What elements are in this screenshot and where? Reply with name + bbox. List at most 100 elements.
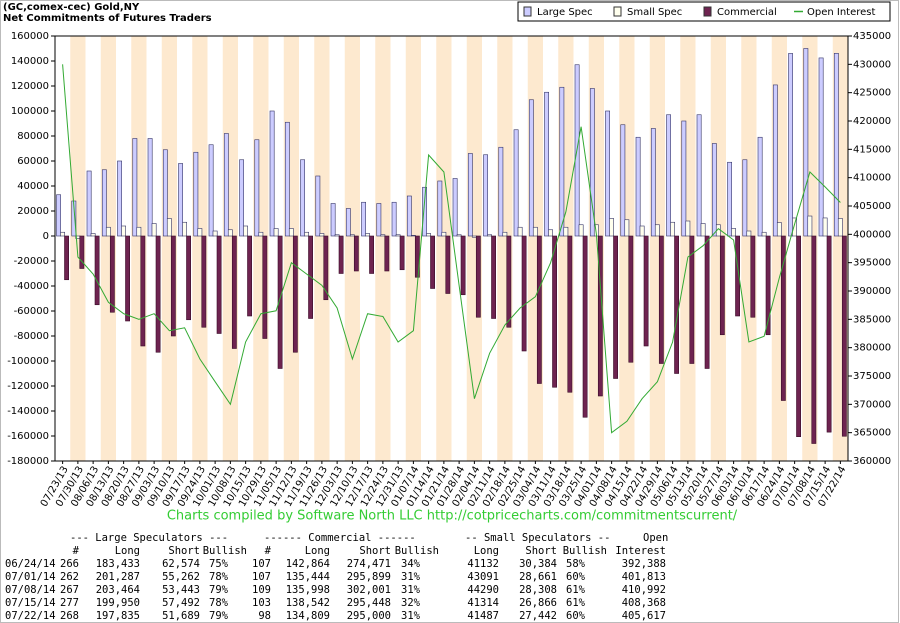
y-tick-label: -140000 xyxy=(7,406,49,417)
bar xyxy=(178,163,183,237)
table-cell: 109 xyxy=(252,584,271,596)
table-cell: 34% xyxy=(401,558,421,570)
y2-tick-label: 360000 xyxy=(853,456,891,467)
bar xyxy=(406,195,412,237)
bar xyxy=(323,235,329,301)
table-cell: 183,433 xyxy=(96,558,140,570)
y2-tick-label: 385000 xyxy=(853,314,891,325)
bar xyxy=(776,222,782,237)
bar xyxy=(487,234,492,237)
y-tick-label: 100000 xyxy=(11,106,49,117)
bar xyxy=(681,120,687,237)
bar xyxy=(300,159,305,237)
bar xyxy=(666,114,671,237)
bar xyxy=(109,235,115,313)
bar xyxy=(162,149,168,237)
y-tick-label: -120000 xyxy=(7,381,49,392)
table-cell: 31% xyxy=(401,584,421,596)
chart-subtitle: Net Commitments of Futures Traders xyxy=(3,13,212,24)
y2-tick-label: 380000 xyxy=(853,343,891,354)
bar xyxy=(765,235,771,336)
y2-tick-label: 420000 xyxy=(853,116,891,127)
bar xyxy=(711,143,717,237)
legend-marker xyxy=(703,6,712,17)
table-cell: 26,866 xyxy=(519,597,557,609)
bar xyxy=(796,235,801,437)
y2-tick-label: 425000 xyxy=(853,88,891,99)
y-tick-label: 40000 xyxy=(17,181,49,192)
y2-tick-label: 375000 xyxy=(853,371,891,382)
legend-label: Open Interest xyxy=(807,7,876,18)
table-cell: 62,574 xyxy=(162,558,200,570)
bar xyxy=(597,235,603,397)
bar xyxy=(742,159,748,237)
plot-border xyxy=(54,35,849,462)
table-cell: 07/22/14 xyxy=(5,610,56,622)
table-cell: 41314 xyxy=(467,597,499,609)
bar xyxy=(635,136,641,237)
table-cell: 295,899 xyxy=(347,571,391,583)
table-cell: 266 xyxy=(60,558,79,570)
band-shade xyxy=(405,36,421,461)
table-cell: 262 xyxy=(60,571,79,583)
bar xyxy=(170,235,176,337)
bar xyxy=(639,225,645,237)
legend-label: Commercial xyxy=(717,7,777,18)
y2-tick-label: 415000 xyxy=(853,144,891,155)
y2-tick-label: 365000 xyxy=(853,428,891,439)
bar xyxy=(292,235,298,353)
y2-tick-label: 405000 xyxy=(853,201,891,212)
band-shade xyxy=(100,36,116,461)
table-cell: 61% xyxy=(566,584,586,596)
bar xyxy=(208,144,214,237)
bar xyxy=(243,225,248,237)
bar xyxy=(147,138,153,237)
line-series xyxy=(62,64,841,434)
y-tick-label: 60000 xyxy=(17,156,49,167)
table-cell: 134,809 xyxy=(286,610,330,622)
bar xyxy=(563,226,569,237)
table-cell: 55,262 xyxy=(162,571,200,583)
bar xyxy=(117,160,122,237)
y-tick-label: -60000 xyxy=(14,306,49,317)
bar xyxy=(56,194,61,237)
bar xyxy=(643,235,649,347)
bar xyxy=(731,228,736,237)
table-cell: 53,443 xyxy=(162,584,200,596)
band-shade xyxy=(710,36,726,461)
group-header: Open xyxy=(643,532,668,544)
bar xyxy=(334,234,340,237)
bar xyxy=(456,234,462,237)
table-cell: 135,444 xyxy=(286,571,330,583)
column-header: Short xyxy=(168,545,200,557)
bar xyxy=(528,99,534,237)
table-cell: 277 xyxy=(60,597,79,609)
column-header: Long xyxy=(305,545,330,557)
bar xyxy=(613,235,618,379)
bar xyxy=(369,235,374,274)
bar xyxy=(315,175,321,237)
legend-label: Large Spec xyxy=(537,7,593,18)
bar xyxy=(654,224,660,237)
bar xyxy=(757,136,763,237)
band-shade xyxy=(375,36,391,461)
table-cell: 410,992 xyxy=(622,584,666,596)
bar xyxy=(552,235,557,388)
table-cell: 135,998 xyxy=(286,584,330,596)
table-cell: 78% xyxy=(209,571,229,583)
bar xyxy=(239,159,244,237)
bar xyxy=(212,230,218,237)
legend-marker xyxy=(613,6,622,17)
bar xyxy=(391,201,397,237)
bar xyxy=(605,110,610,237)
band-shade xyxy=(436,36,452,461)
bar xyxy=(140,235,146,347)
bar xyxy=(410,235,416,237)
table-cell: 31% xyxy=(401,610,421,622)
table-cell: 07/15/14 xyxy=(5,597,56,609)
y-tick-label: 20000 xyxy=(17,206,49,217)
band-shade xyxy=(497,36,513,461)
y2-tick-label: 370000 xyxy=(853,399,891,410)
bar xyxy=(64,235,69,281)
